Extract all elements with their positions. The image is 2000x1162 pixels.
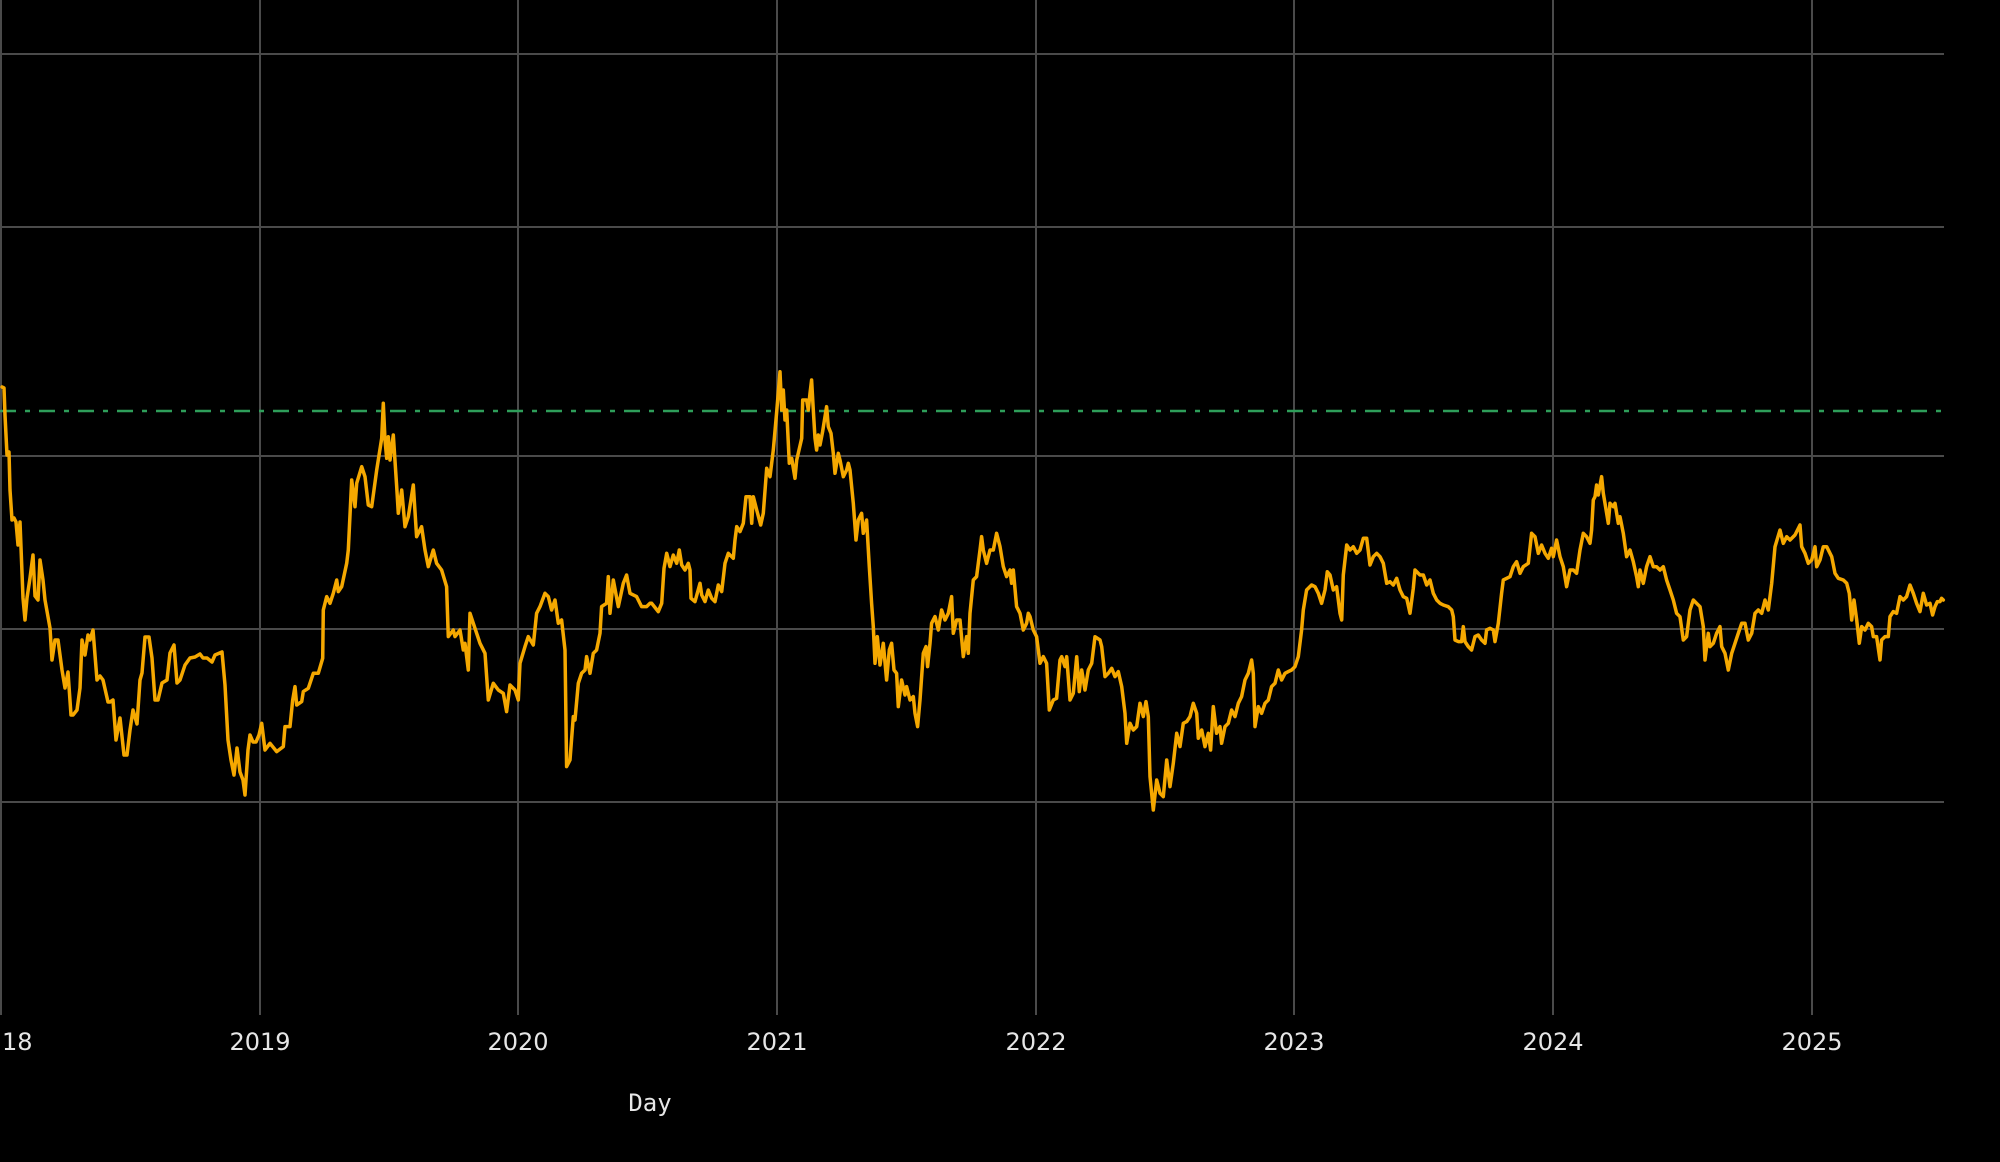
x-tick-label-2018: 18 bbox=[2, 1028, 33, 1056]
series-line bbox=[0, 369, 1946, 812]
x-tick-label-2022: 2022 bbox=[1005, 1028, 1066, 1056]
x-tick-label-2024: 2024 bbox=[1522, 1028, 1583, 1056]
x-tick-label-2020: 2020 bbox=[487, 1028, 548, 1056]
x-tick-label-2019: 2019 bbox=[229, 1028, 290, 1056]
x-tick-label-2021: 2021 bbox=[746, 1028, 807, 1056]
x-axis-tick-labels: 18 2019 2020 2021 2022 2023 2024 2025 bbox=[2, 1028, 1843, 1056]
x-tick-label-2023: 2023 bbox=[1263, 1028, 1324, 1056]
vertical-gridlines bbox=[0, 0, 1813, 1015]
x-axis-title: Day bbox=[628, 1089, 671, 1117]
x-tick-label-2025: 2025 bbox=[1781, 1028, 1842, 1056]
